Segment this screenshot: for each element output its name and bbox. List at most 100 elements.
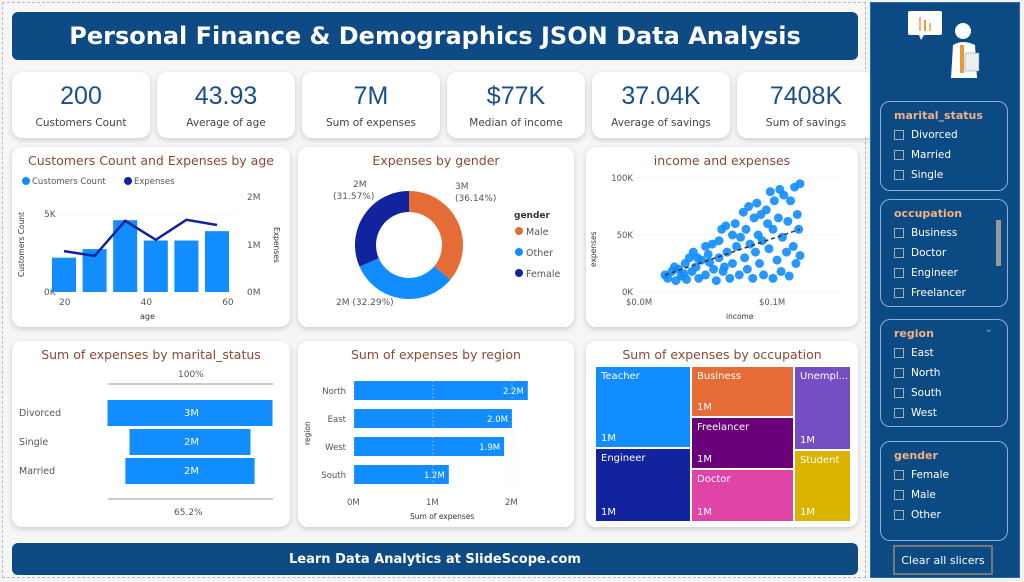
scatter-point: [711, 276, 721, 286]
checkbox[interactable]: [894, 248, 904, 258]
bar: [143, 240, 168, 292]
page-title: Personal Finance & Demographics JSON Dat…: [12, 12, 858, 60]
funnel-chart-card[interactable]: Sum of expenses by marital_status 100% 3M…: [12, 341, 290, 527]
y-axis-title: expenses: [589, 231, 598, 267]
kpi-value: 37.04K: [621, 82, 701, 110]
treemap-tile-freelancer[interactable]: Freelancer 1M: [691, 417, 794, 469]
x-tick: 20: [59, 298, 71, 308]
slicer-option[interactable]: Male: [894, 485, 1007, 505]
tile-value: 1M: [697, 402, 712, 413]
scatter-point: [772, 255, 782, 265]
checkbox[interactable]: [894, 130, 904, 140]
scatter-point: [736, 232, 746, 242]
region-bar-chart-card[interactable]: Sum of expenses by region 2.2M North 2.0M E…: [298, 341, 574, 527]
slicer-option[interactable]: Married: [894, 145, 1007, 165]
donut-slice-other: [359, 258, 451, 299]
scatter-point: [722, 247, 732, 257]
category-label: Single: [19, 437, 48, 448]
kpi-value: 7M: [353, 82, 389, 110]
slicer-option[interactable]: South: [894, 383, 1007, 403]
checkbox[interactable]: [894, 368, 904, 378]
combo-chart-card[interactable]: Customers Count and Expenses by age Cust…: [12, 147, 290, 327]
checkbox[interactable]: [894, 150, 904, 160]
tile-label: Engineer: [601, 453, 646, 464]
kpi-card[interactable]: 7408K Sum of savings: [737, 72, 875, 138]
scatter-point: [701, 270, 710, 280]
donut-chart-card[interactable]: Expenses by gender 3M (36.14%) 2M (31.57%) 2…: [298, 147, 574, 327]
kpi-card[interactable]: 200 Customers Count: [12, 72, 150, 138]
slicer-option[interactable]: Single: [894, 165, 1007, 185]
analyst-illustration-icon: [908, 11, 980, 78]
scatter-chart-card[interactable]: income and expenses 0K 50K 100K $0.0M $0.1M i…: [586, 147, 858, 327]
kpi-card[interactable]: 7M Sum of expenses: [302, 72, 440, 138]
treemap-tile-business[interactable]: Business 1M: [691, 366, 794, 417]
slicer-option[interactable]: Doctor: [894, 243, 1007, 263]
scatter-point: [738, 207, 748, 217]
x-axis-title: income: [726, 312, 754, 321]
treemap-tile-student[interactable]: Student 1M: [794, 450, 851, 522]
slicer-option[interactable]: Freelancer: [894, 283, 1007, 303]
checkbox[interactable]: [894, 268, 904, 278]
scatter-point: [788, 241, 798, 251]
checkbox[interactable]: [894, 470, 904, 480]
checkbox[interactable]: [894, 408, 904, 418]
chevron-down-icon[interactable]: ⌄: [984, 324, 993, 335]
slicer-title: gender: [894, 449, 938, 462]
treemap-card[interactable]: Sum of expenses by occupation Teacher 1M E…: [586, 341, 858, 527]
data-label: 2.0M: [487, 415, 508, 425]
slicer-option[interactable]: North: [894, 363, 1007, 383]
chart-title: Customers Count and Expenses by age: [28, 153, 274, 168]
kpi-card[interactable]: $77K Median of income: [447, 72, 585, 138]
slicer-option[interactable]: Other: [894, 505, 1007, 525]
scatter-point: [663, 273, 673, 283]
slicer-option[interactable]: Business: [894, 223, 1007, 243]
legend-marker: [515, 227, 523, 235]
scatter-point: [768, 224, 778, 234]
legend-marker: [22, 177, 30, 185]
scatter-point: [795, 179, 805, 189]
slicer-option[interactable]: Engineer: [894, 263, 1007, 283]
clear-all-slicers-button[interactable]: Clear all slicers: [893, 545, 993, 575]
funnel-bar: [125, 458, 255, 484]
footer-banner[interactable]: Learn Data Analytics at SlideScope.com: [12, 543, 858, 575]
data-label: 2M (32.29%): [336, 298, 394, 308]
slicer-option[interactable]: West: [894, 403, 1007, 423]
scatter-point: [763, 219, 773, 229]
checkbox[interactable]: [894, 288, 904, 298]
scatter-point: [749, 213, 759, 223]
y2-axis-title: Expenses: [272, 227, 281, 263]
treemap-tile-engineer[interactable]: Engineer 1M: [595, 448, 691, 522]
treemap-tile-unemployed[interactable]: Unempl... 1M: [794, 366, 851, 450]
data-label: 3M: [455, 182, 469, 192]
scrollbar[interactable]: [996, 220, 1001, 266]
tile-value: 1M: [800, 507, 815, 518]
kpi-card[interactable]: 43.93 Average of age: [157, 72, 295, 138]
scatter-point: [728, 230, 737, 240]
category-label: West: [325, 443, 347, 453]
scatter-point: [776, 266, 786, 276]
checkbox[interactable]: [894, 228, 904, 238]
bar: [113, 220, 138, 292]
checkbox[interactable]: [894, 490, 904, 500]
slicer-option[interactable]: Divorced: [894, 125, 1007, 145]
checkbox[interactable]: [894, 388, 904, 398]
kpi-value: $77K: [486, 82, 546, 110]
legend-label: Other: [526, 248, 553, 259]
slicer-option[interactable]: East: [894, 343, 1007, 363]
kpi-value: 43.93: [194, 82, 258, 110]
scatter-point: [773, 213, 783, 223]
treemap-tile-teacher[interactable]: Teacher 1M: [595, 366, 691, 448]
treemap-tile-doctor[interactable]: Doctor 1M: [691, 469, 794, 522]
legend-marker: [515, 248, 523, 256]
scatter-point: [748, 273, 758, 283]
bar: [52, 257, 76, 292]
category-label: Divorced: [19, 408, 61, 419]
slicer-option[interactable]: Female: [894, 465, 1007, 485]
slicer-region: region East North South West ⌄: [880, 319, 1008, 427]
category-label: East: [328, 415, 347, 425]
checkbox[interactable]: [894, 510, 904, 520]
kpi-card[interactable]: 37.04K Average of savings: [592, 72, 730, 138]
checkbox[interactable]: [894, 348, 904, 358]
chart-title: Expenses by gender: [372, 153, 500, 168]
checkbox[interactable]: [894, 170, 904, 180]
